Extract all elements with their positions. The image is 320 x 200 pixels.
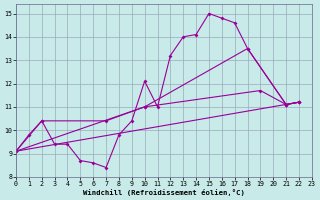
- X-axis label: Windchill (Refroidissement éolien,°C): Windchill (Refroidissement éolien,°C): [83, 189, 245, 196]
